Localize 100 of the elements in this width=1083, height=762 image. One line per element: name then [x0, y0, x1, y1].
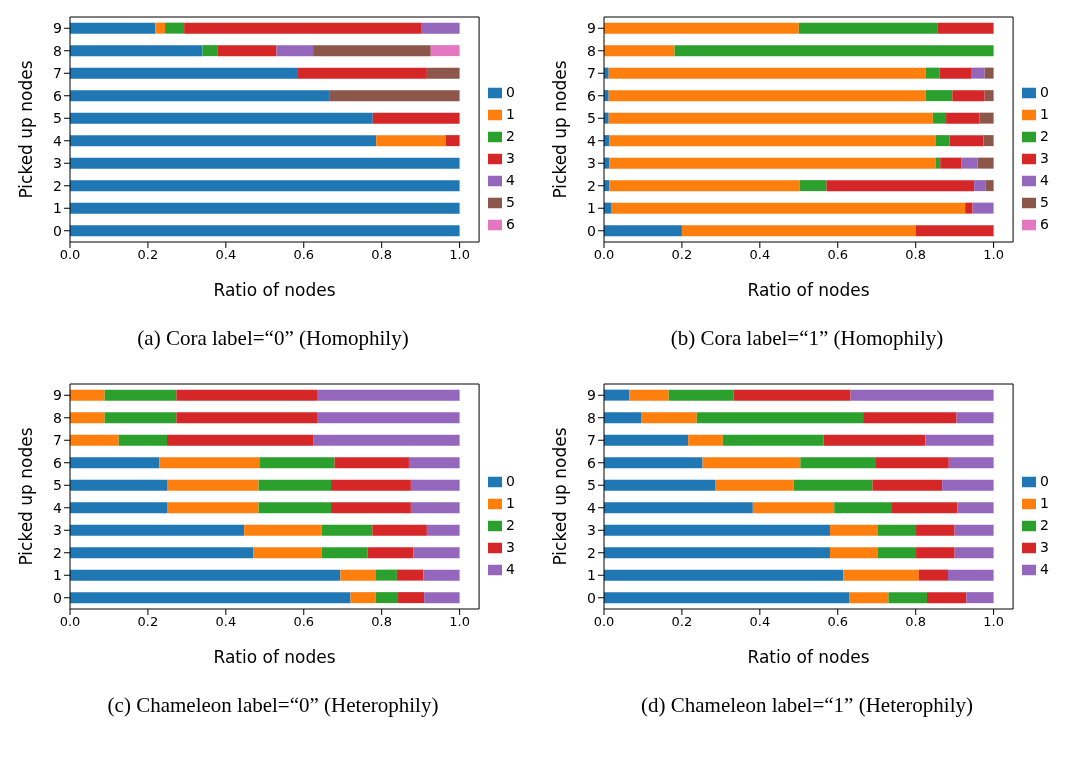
bar: [70, 180, 460, 192]
y-tick-label: 5: [587, 110, 596, 127]
legend-label: 3: [1040, 539, 1049, 555]
y-tick-label: 4: [53, 499, 63, 516]
bar: [176, 389, 318, 401]
legend-label: 4: [506, 172, 515, 188]
bar: [329, 90, 460, 102]
legend-label: 2: [506, 128, 515, 144]
bar: [940, 157, 962, 169]
x-axis-title: Ratio of nodes: [213, 280, 336, 301]
bar: [939, 67, 971, 79]
x-tick-label: 0.2: [671, 247, 693, 263]
bar: [159, 457, 260, 469]
y-tick-label: 4: [587, 499, 597, 516]
bar: [426, 67, 460, 79]
y-tick-label: 4: [53, 132, 63, 149]
bar: [971, 67, 985, 79]
bar: [375, 592, 399, 604]
x-tick-label: 0.2: [671, 614, 693, 630]
legend-label: 0: [506, 473, 515, 489]
bar: [165, 22, 185, 34]
bar: [823, 434, 926, 446]
bar: [798, 22, 938, 34]
bar: [826, 180, 975, 192]
y-tick-label: 0: [587, 589, 596, 606]
bar: [331, 479, 411, 491]
bar: [946, 112, 980, 124]
y-tick-label: 7: [53, 432, 62, 449]
bar: [799, 180, 827, 192]
bar: [70, 412, 105, 424]
y-tick-label: 9: [53, 20, 62, 37]
bar: [984, 90, 994, 102]
y-tick-label: 3: [587, 522, 596, 539]
bar: [70, 389, 105, 401]
legend-label: 3: [1040, 150, 1049, 166]
bar: [609, 135, 936, 147]
bar: [956, 412, 994, 424]
bar: [668, 389, 734, 401]
y-tick-label: 0: [587, 222, 596, 239]
bar: [421, 22, 460, 34]
bar: [926, 592, 967, 604]
bar: [70, 524, 245, 536]
bar: [925, 67, 940, 79]
bar: [176, 412, 318, 424]
y-tick-label: 8: [587, 409, 596, 426]
bar: [609, 180, 800, 192]
bar: [297, 67, 427, 79]
bar: [70, 225, 460, 237]
y-tick-label: 8: [587, 42, 596, 59]
bar: [70, 592, 351, 604]
bar: [426, 524, 460, 536]
bar: [608, 90, 926, 102]
bar: [932, 112, 947, 124]
text: (c) Chameleon label=“0” (Heterophily): [106, 693, 440, 718]
y-tick-label: 7: [53, 65, 62, 82]
bar: [834, 502, 892, 514]
bar: [863, 412, 957, 424]
bar: [983, 135, 994, 147]
y-tick-label: 3: [53, 522, 62, 539]
x-tick-label: 1.0: [983, 247, 1004, 263]
x-tick-label: 0.0: [59, 247, 81, 263]
legend-label: 2: [506, 517, 515, 533]
legend-label: 0: [1040, 473, 1049, 489]
bar: [258, 502, 332, 514]
x-tick-label: 0.0: [593, 614, 615, 630]
x-tick-label: 0.4: [749, 247, 771, 263]
bar: [430, 45, 460, 57]
bar: [800, 457, 876, 469]
bar: [608, 112, 933, 124]
bar: [609, 157, 936, 169]
bar: [70, 457, 160, 469]
x-tick-label: 0.6: [827, 247, 849, 263]
bar: [445, 135, 460, 147]
bar: [948, 569, 994, 581]
bar: [877, 524, 917, 536]
bar: [367, 547, 414, 559]
bar: [317, 389, 460, 401]
bar: [70, 569, 341, 581]
y-axis-title: Picked up nodes: [550, 60, 571, 199]
y-tick-label: 1: [587, 567, 596, 584]
bar: [70, 157, 460, 169]
y-tick-label: 7: [587, 65, 596, 82]
bar: [696, 412, 864, 424]
y-tick-label: 8: [53, 42, 62, 59]
text: (d) Chameleon label=“1” (Heterophily): [640, 693, 974, 718]
bar: [681, 225, 916, 237]
bar: [376, 135, 446, 147]
bar: [850, 389, 994, 401]
bar: [688, 434, 723, 446]
bar: [253, 547, 322, 559]
bar: [937, 22, 994, 34]
bar: [604, 479, 716, 491]
bar: [70, 112, 373, 124]
bar: [321, 547, 368, 559]
y-tick-label: 7: [587, 432, 596, 449]
bar: [423, 569, 460, 581]
bar: [925, 90, 953, 102]
x-tick-label: 0.0: [59, 614, 81, 630]
legend-label: 6: [506, 216, 515, 232]
bar: [331, 502, 411, 514]
